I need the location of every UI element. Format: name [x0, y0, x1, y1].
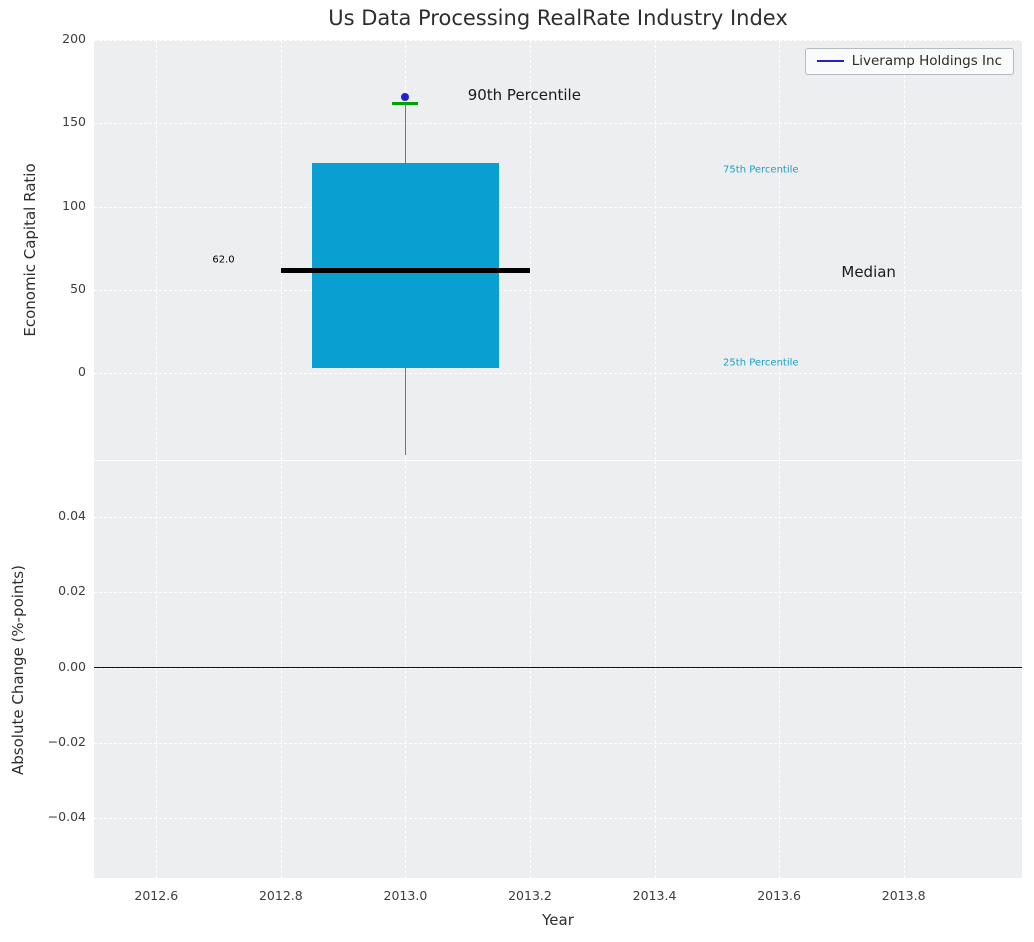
x-tick-label: 2013.0 — [383, 888, 428, 903]
axes-economic-capital-ratio: Liveramp Holdings Inc 62.0 90th Percentil… — [94, 40, 1022, 460]
gridline-horizontal — [94, 206, 1022, 208]
y-tick-label: −0.02 — [47, 733, 86, 749]
gridline-horizontal — [94, 817, 1022, 819]
chart-title: Us Data Processing RealRate Industry Ind… — [328, 6, 788, 30]
y-tick-label: 0.04 — [58, 508, 86, 524]
annotation-90th-percentile: 90th Percentile — [467, 86, 581, 104]
gridline-horizontal — [94, 290, 1022, 291]
gridline-horizontal — [94, 373, 1022, 375]
legend-line-swatch — [816, 60, 844, 62]
annotation-75th-percentile: 75th Percentile — [723, 164, 799, 176]
gridline-vertical — [280, 40, 282, 460]
gridline-vertical — [529, 461, 531, 878]
gridline-vertical — [903, 461, 905, 878]
y-axis-label-economic-capital-ratio: Economic Capital Ratio — [21, 163, 39, 337]
annotation-median: Median — [841, 262, 896, 281]
x-tick-label: 2013.2 — [508, 888, 552, 903]
company-data-point — [401, 92, 410, 101]
y-tick-label: 0.02 — [58, 583, 86, 599]
y-tick-label: 0.00 — [58, 658, 86, 674]
y-tick-label: 150 — [62, 114, 86, 130]
gridline-vertical — [654, 461, 656, 878]
x-tick-label: 2012.6 — [134, 888, 179, 903]
gridline-vertical — [903, 40, 905, 460]
gridline-vertical — [405, 461, 407, 878]
p90-cap-line — [392, 101, 419, 105]
y-tick-label: 200 — [62, 31, 86, 46]
gridline-vertical — [156, 40, 158, 460]
gridline-horizontal — [94, 517, 1022, 519]
gridline-horizontal — [94, 123, 1022, 125]
gridline-vertical — [529, 40, 531, 460]
gridline-vertical — [779, 40, 781, 460]
legend: Liveramp Holdings Inc — [804, 48, 1014, 75]
x-axis-label: Year — [542, 911, 574, 929]
gridline-vertical — [156, 461, 158, 878]
gridline-vertical — [280, 461, 282, 878]
median-line — [280, 267, 530, 273]
gridline-vertical — [654, 40, 656, 460]
annotation-62-0: 62.0 — [212, 254, 235, 266]
gridline-horizontal — [94, 40, 1022, 41]
gridline-horizontal — [94, 592, 1022, 594]
y-tick-label: −0.04 — [47, 808, 86, 824]
zero-line — [94, 666, 1022, 669]
gridline-vertical — [779, 461, 781, 878]
x-tick-label: 2013.6 — [757, 888, 801, 903]
y-tick-label: 100 — [62, 197, 86, 213]
x-tick-label: 2013.4 — [632, 888, 677, 903]
annotation-25th-percentile: 25th Percentile — [723, 357, 799, 369]
gridline-horizontal — [94, 742, 1022, 744]
y-tick-label: 50 — [70, 281, 86, 296]
legend-label: Liveramp Holdings Inc — [851, 53, 1002, 69]
x-tick-label: 2012.8 — [258, 888, 303, 903]
axes-absolute-change — [94, 461, 1022, 878]
iqr-box — [311, 163, 499, 369]
x-tick-label: 2013.8 — [881, 888, 926, 903]
y-tick-label: 0 — [78, 364, 86, 380]
